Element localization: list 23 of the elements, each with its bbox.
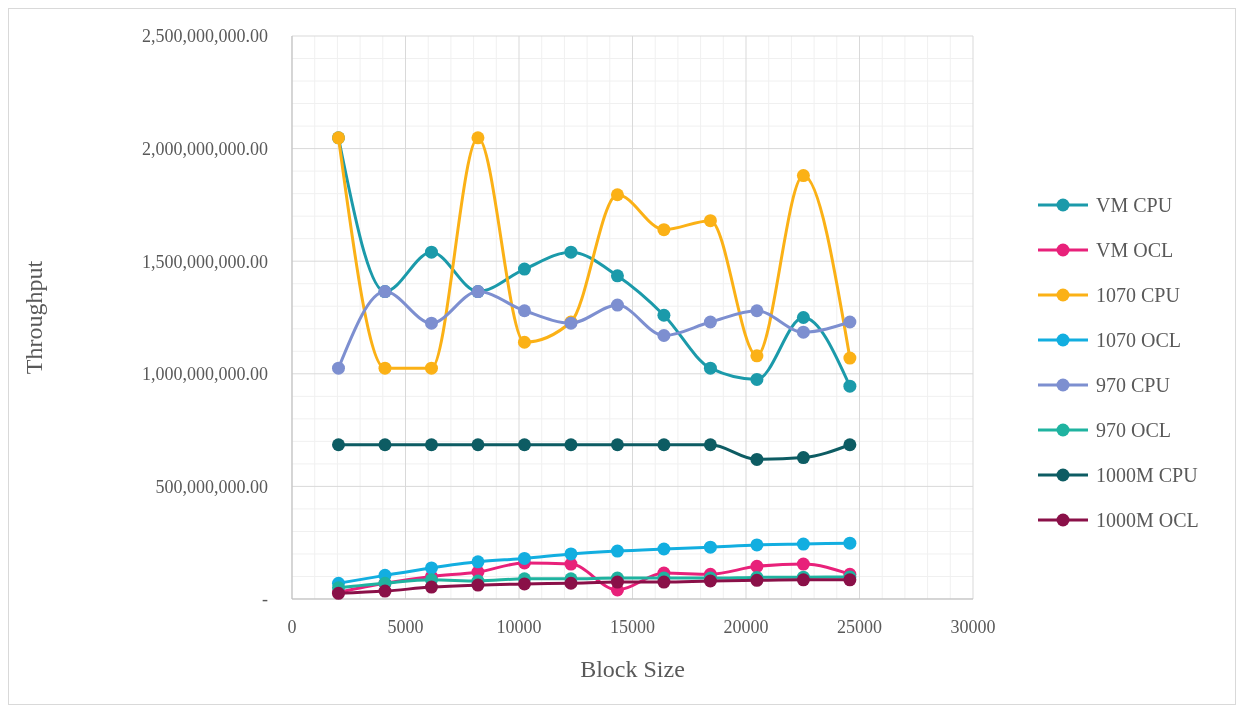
- x-tick-label: 5000: [387, 617, 424, 637]
- legend-label: 1070 OCL: [1096, 329, 1181, 351]
- legend-label: VM CPU: [1096, 194, 1173, 216]
- x-tick-label: 15000: [610, 617, 655, 637]
- legend-label: 970 CPU: [1096, 374, 1171, 396]
- y-tick-label: 1,500,000,000.00: [142, 251, 268, 272]
- legend-label: 1000M CPU: [1096, 464, 1199, 486]
- x-axis-title: Block Size: [580, 656, 685, 682]
- y-tick-label: 1,000,000,000.00: [142, 364, 268, 385]
- x-tick-label: 25000: [837, 617, 882, 637]
- x-tick-label: 30000: [950, 617, 996, 637]
- y-axis-title: Throughput: [21, 260, 47, 375]
- x-tick-label: 0: [287, 617, 297, 637]
- legend-label: VM OCL: [1096, 239, 1174, 261]
- y-tick-label: -: [262, 589, 268, 610]
- legend-label: 970 OCL: [1096, 419, 1171, 441]
- y-tick-label: 2,000,000,000.00: [142, 138, 268, 159]
- x-tick-label: 20000: [723, 617, 769, 637]
- legend-label: 1000M OCL: [1096, 509, 1199, 531]
- y-tick-label: 2,500,000,000.00: [142, 26, 268, 47]
- legend-label: 1070 CPU: [1096, 284, 1181, 306]
- x-tick-label: 10000: [496, 617, 542, 637]
- y-tick-label: 500,000,000.00: [155, 476, 268, 497]
